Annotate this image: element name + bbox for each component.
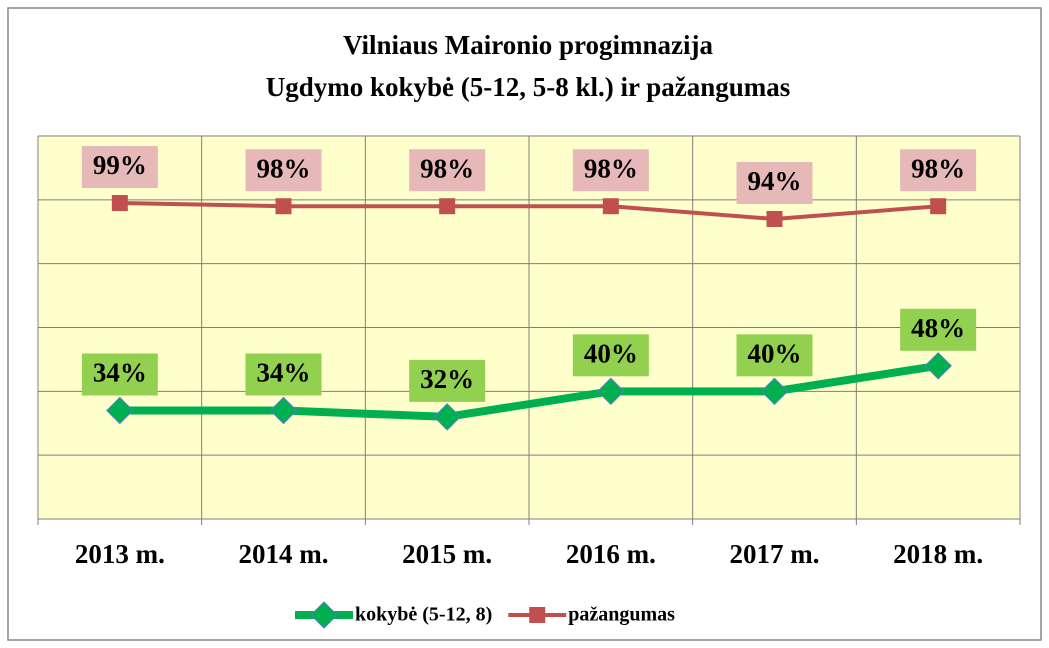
chart-subtitle: Ugdymo kokybė (5-12, 5-8 kl.) ir pažangu… <box>266 72 791 102</box>
data-label: 40% <box>748 339 802 369</box>
data-label: 34% <box>93 358 147 388</box>
data-label: 98% <box>257 153 311 183</box>
data-label-box <box>736 161 813 204</box>
data-label: 34% <box>257 358 311 388</box>
data-label-box <box>81 146 158 189</box>
data-label: 32% <box>420 364 474 394</box>
data-label-box <box>736 334 813 377</box>
data-label: 98% <box>584 153 638 183</box>
series-line <box>119 201 939 221</box>
data-label-box <box>572 334 649 377</box>
data-point <box>766 210 783 227</box>
legend-label: kokybė (5-12, 8) <box>355 604 492 626</box>
data-point <box>269 396 298 425</box>
legend-marker <box>529 607 546 623</box>
data-label: 48% <box>911 313 965 343</box>
data-label-box <box>409 149 486 192</box>
x-tick-label: 2016 m. <box>566 539 656 569</box>
data-point <box>106 396 134 425</box>
data-label: 98% <box>911 153 965 183</box>
data-label-box <box>245 149 322 192</box>
data-point <box>924 352 952 380</box>
legend-marker <box>310 601 338 629</box>
data-label-box <box>409 359 486 402</box>
data-point <box>597 377 625 406</box>
data-point <box>111 195 128 212</box>
data-point <box>439 198 456 215</box>
data-label-box <box>900 308 977 351</box>
data-point <box>760 377 789 406</box>
x-tick-label: 2013 m. <box>75 539 165 569</box>
series-line <box>119 361 939 421</box>
x-tick-label: 2014 m. <box>239 539 329 569</box>
data-label-box <box>572 149 649 192</box>
data-label: 98% <box>420 153 474 183</box>
data-label: 99% <box>93 150 147 180</box>
data-label-box <box>245 353 322 396</box>
x-tick-label: 2017 m. <box>730 539 820 569</box>
x-tick-label: 2015 m. <box>402 539 492 569</box>
data-label-box <box>81 353 158 396</box>
data-point <box>602 198 619 215</box>
x-tick-label: 2018 m. <box>893 539 983 569</box>
chart-title: Vilniaus Maironio progimnazija <box>343 30 714 60</box>
data-label: 94% <box>748 166 802 196</box>
data-label: 40% <box>584 339 638 369</box>
data-label-box <box>900 149 977 192</box>
legend-label: pažangumas <box>568 604 675 626</box>
data-point <box>275 198 292 215</box>
data-point <box>433 403 461 431</box>
data-point <box>930 198 947 215</box>
